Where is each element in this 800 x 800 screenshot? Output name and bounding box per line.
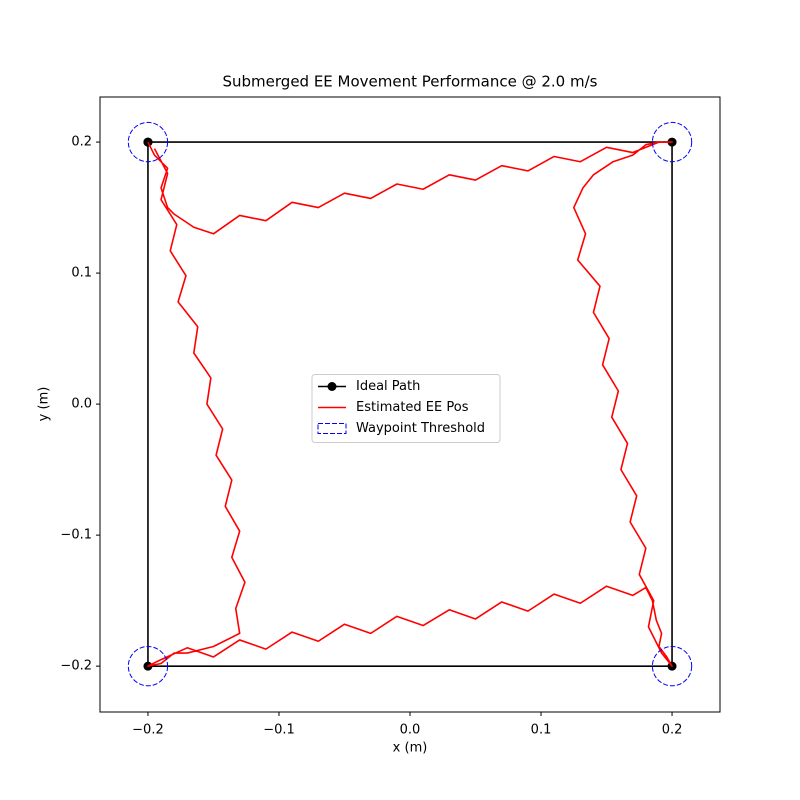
x-tick-label: −0.2 — [132, 723, 164, 738]
chart-title: Submerged EE Movement Performance @ 2.0 … — [223, 73, 598, 91]
y-tick-label: 0.0 — [71, 397, 92, 412]
waypoint-threshold — [651, 121, 693, 163]
legend-swatch — [317, 423, 347, 434]
y-tick-label: 0.1 — [71, 266, 92, 281]
x-tick-label: 0.1 — [531, 723, 552, 738]
legend-marker — [327, 382, 337, 391]
series-line — [147, 141, 673, 667]
plot-area — [127, 121, 693, 687]
waypoint-threshold — [127, 645, 169, 687]
y-tick-label: 0.2 — [71, 135, 92, 150]
legend-box — [311, 374, 501, 443]
legend-label: Ideal Path — [356, 379, 420, 394]
legend-label: Estimated EE Pos — [356, 400, 469, 415]
y-tick-label: −0.2 — [60, 659, 92, 674]
axes-frame — [99, 96, 721, 713]
y-axis-label: y (m) — [37, 387, 52, 422]
x-tick-label: 0.2 — [662, 723, 683, 738]
x-tick-label: 0.0 — [400, 723, 421, 738]
point-marker — [143, 137, 153, 147]
waypoint-threshold — [651, 645, 693, 687]
y-tick-label: −0.1 — [60, 528, 92, 543]
x-axis-label: x (m) — [393, 741, 428, 756]
legend-label: Waypoint Threshold — [356, 421, 485, 436]
waypoint-threshold — [127, 121, 169, 163]
x-tick-label: −0.1 — [263, 723, 295, 738]
